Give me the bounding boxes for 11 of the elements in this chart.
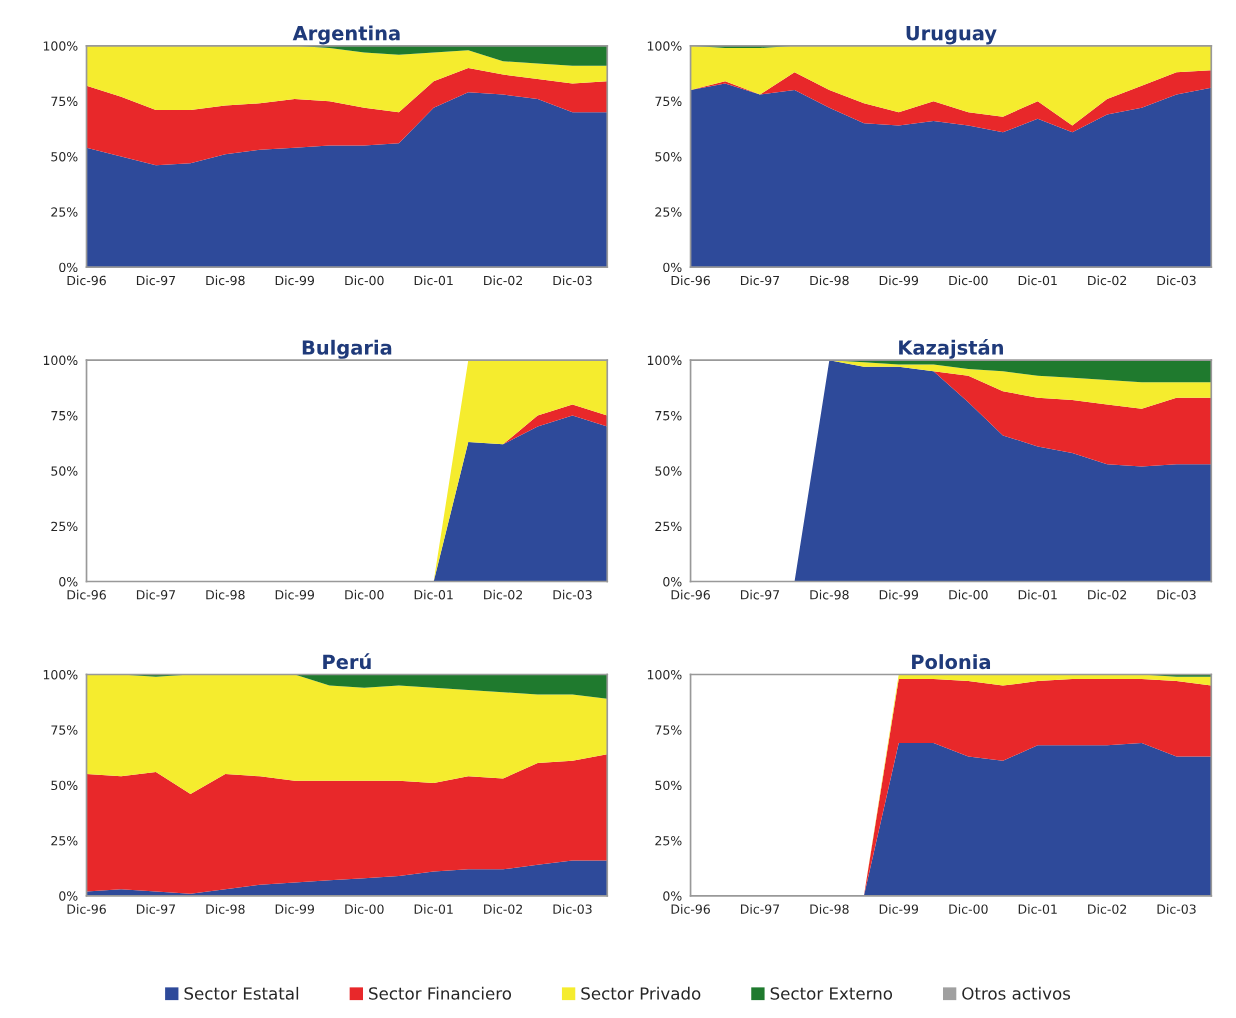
chart-title: Kazajstán xyxy=(899,339,1003,359)
chart-title: Polonia xyxy=(912,654,991,670)
legend-label: Sector Financiero xyxy=(369,986,512,1000)
legend-label: Sector Privado xyxy=(581,986,701,1000)
legend-label: Sector Externo xyxy=(770,987,893,1000)
legend-label: Sector Estatal xyxy=(184,986,299,1000)
chart-title: Argentina xyxy=(292,25,400,45)
chart-title: Bulgaria xyxy=(302,339,392,359)
chart-title: Uruguay xyxy=(906,26,997,45)
legend-label: Otros activos xyxy=(962,986,1071,1000)
chart-title: Perú xyxy=(323,653,371,670)
